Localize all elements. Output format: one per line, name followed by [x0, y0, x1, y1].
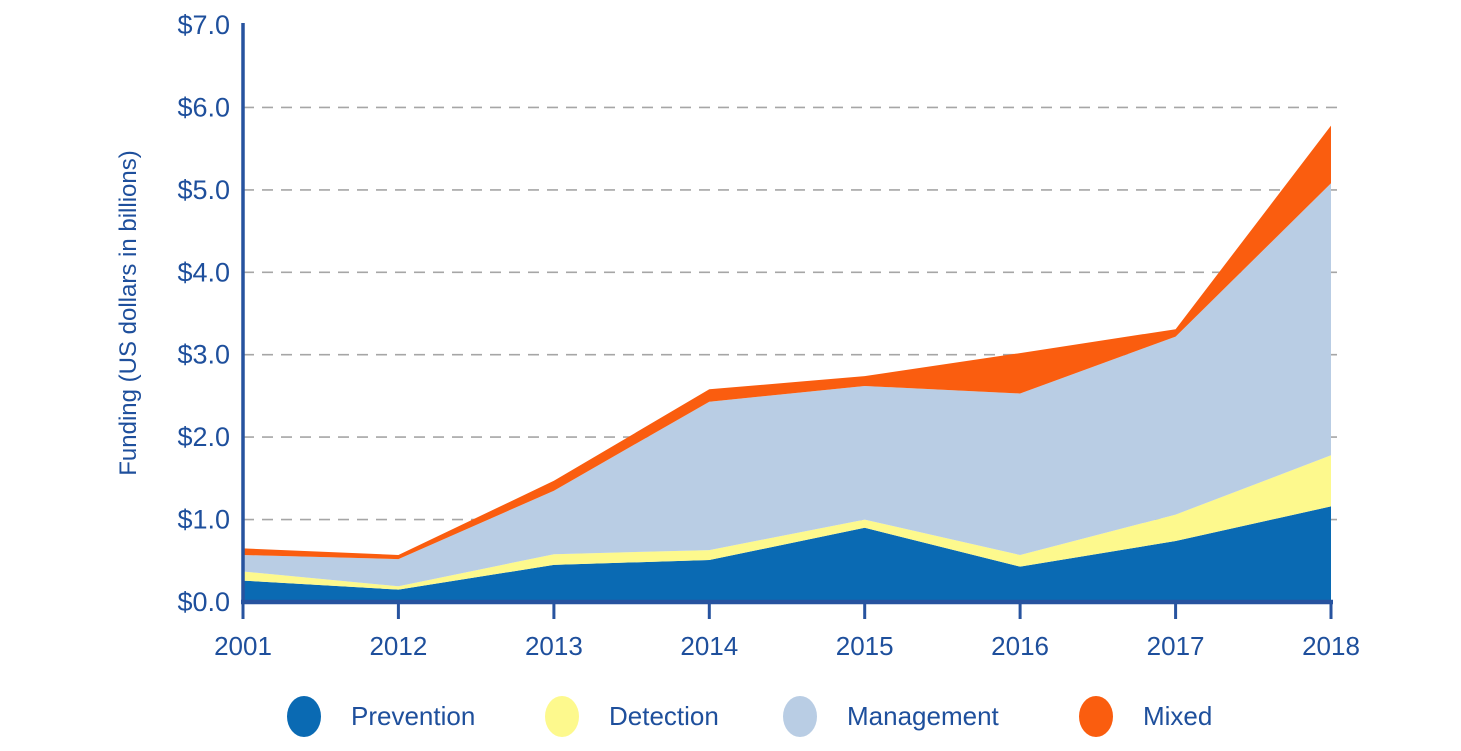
legend-swatch-mixed-icon [1079, 695, 1113, 737]
y-tick-label-2-0: $2.0 [177, 422, 230, 452]
legend-swatch-prevention-icon [287, 695, 321, 737]
x-tick-label-2014: 2014 [680, 631, 738, 661]
area-prevention [243, 506, 1331, 602]
y-tick-label-0-0: $0.0 [177, 587, 230, 617]
y-tick-label-7-0: $7.0 [177, 10, 230, 40]
x-tick-label-2016: 2016 [991, 631, 1049, 661]
x-tick-label-2001: 2001 [214, 631, 272, 661]
legend-swatch-management-icon [783, 695, 817, 737]
legend-swatch-detection-icon [545, 695, 579, 737]
stacked-area-chart: 2001 2012 2013 2014 2015 2016 2017 2018 $0.0 $1.0… [177, 10, 1360, 661]
area-management [243, 183, 1331, 587]
legend-label-management: Management [847, 701, 999, 731]
legend-item-mixed: Mixed [1079, 694, 1212, 738]
legend-item-prevention: Prevention [287, 694, 475, 738]
x-tick-label-2013: 2013 [525, 631, 583, 661]
x-tick-label-2015: 2015 [836, 631, 894, 661]
legend-item-management: Management [783, 694, 999, 738]
y-tick-label-1-0: $1.0 [177, 505, 230, 535]
legend-item-detection: Detection [545, 694, 719, 738]
y-tick-label-3-0: $3.0 [177, 340, 230, 370]
x-tick-label-2018: 2018 [1302, 631, 1360, 661]
legend-label-mixed: Mixed [1143, 701, 1213, 731]
x-tick-label-2017: 2017 [1147, 631, 1205, 661]
area-mixed [243, 125, 1331, 560]
area-detection [243, 455, 1331, 590]
y-tick-label-4-0: $4.0 [177, 257, 230, 287]
legend-label-detection: Detection [609, 701, 719, 731]
legend-label-prevention: Prevention [351, 701, 476, 731]
y-tick-label-5-0: $5.0 [177, 175, 230, 205]
y-tick-label-6-0: $6.0 [177, 92, 230, 122]
x-tick-label-2012: 2012 [369, 631, 427, 661]
legend: Prevention Detection Management Mixed [0, 694, 1461, 738]
